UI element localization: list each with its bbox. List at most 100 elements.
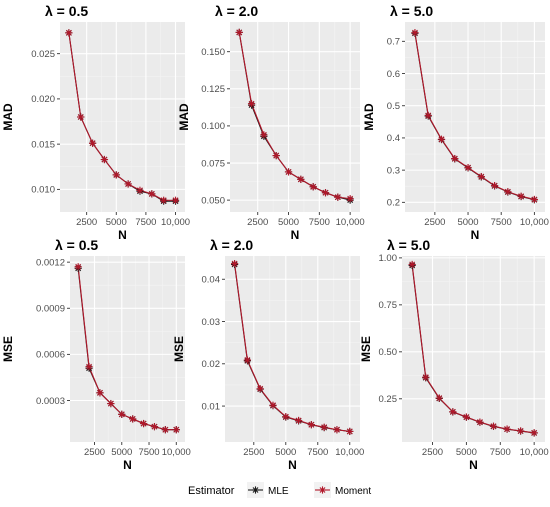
point-moment-d2 [101,156,108,163]
point-moment [333,426,341,434]
point-moment-d2 [518,193,525,200]
chart-panel-1: 2500 5000 7500 10,000 0.010 0.015 0.020 0.025 λ … [1,3,190,242]
point-moment [321,189,330,197]
x-tick-label: 10,000 [336,217,365,228]
x-tick-label: 7500 [135,217,156,228]
chart-title: λ = 2.0 [215,3,258,19]
point-moment-d2 [248,100,255,107]
point-moment [517,427,525,435]
point-moment [230,260,239,268]
point-moment [107,399,115,408]
point-moment-d2 [504,426,510,432]
point-moment [437,135,446,143]
x-tick-label: 2500 [84,447,105,458]
panel-background [70,256,185,442]
point-moment [112,171,120,179]
x-axis-label: N [288,458,297,472]
point-moment [530,195,538,204]
x-axis-label: N [123,458,132,472]
legend-key-point-d2 [319,487,326,493]
point-moment-d2 [257,385,264,392]
point-moment [74,263,82,271]
point-moment-d2 [297,176,304,183]
series-line-moment [77,266,177,431]
point-moment-d2 [151,423,158,430]
point-moment-d2 [412,29,418,36]
point-moment [256,385,264,393]
x-tick-label: 2500 [247,217,268,228]
y-tick-label: 0.100 [201,121,225,132]
y-tick-label: 0.0006 [36,350,65,361]
point-moment [346,195,354,203]
point-moment [100,155,109,164]
y-tick-label: 0.03 [202,317,221,328]
point-moment [96,389,104,397]
point-moment [477,172,485,181]
point-moment-d2 [65,29,72,36]
point-moment [247,100,256,108]
point-moment [435,394,443,402]
x-tick-label: 7500 [491,217,512,228]
legend-key-point [318,486,327,494]
chart-panel-2: 2500 5000 7500 10,000 0.050 0.075 0.100 0.125 0.… [177,3,365,242]
point-moment [320,423,328,431]
point-moment-d2 [438,136,445,143]
y-tick-label: 0.020 [31,94,55,105]
point-moment [77,113,85,121]
point-moment-d2 [449,408,456,415]
chart-title: λ = 2.0 [210,237,253,253]
point-moment-d2 [86,363,93,370]
series-line-moment [234,263,350,432]
point-moment-d2 [347,195,354,202]
point-moment [284,168,293,176]
point-moment-d2 [273,152,280,159]
point-moment-d2 [173,426,180,433]
point-moment [424,111,432,119]
point-moment [504,188,512,196]
point-moment [422,373,430,381]
panel-background [402,256,545,442]
x-axis-label: N [291,228,300,242]
point-moment-d2 [491,182,498,189]
x-tick-label: 2500 [424,217,445,228]
point-moment-d2 [282,413,289,420]
y-tick-label: 0.050 [201,195,225,206]
x-tick-label: 2500 [243,447,264,458]
point-moment-d2 [75,263,82,270]
series-line-moment [68,32,176,201]
point-moment-d2 [285,168,292,175]
point-moment [530,429,538,437]
point-moment-d2 [504,188,511,195]
point-moment-d2 [409,261,416,268]
x-tick-label: 5000 [111,447,132,458]
point-moment [129,415,137,423]
x-tick-label: 10,000 [520,447,549,458]
y-tick-label: 0.0009 [36,304,65,315]
y-axis-label: MAD [177,103,191,131]
point-moment-d2 [531,429,538,436]
y-tick-label: 0.075 [201,158,225,169]
x-tick-label: 7500 [490,447,511,458]
point-moment-d2 [107,400,114,407]
x-tick-label: 5000 [106,217,127,228]
point-moment-d2 [260,131,267,138]
point-moment-d2 [477,419,483,426]
chart-title: λ = 5.0 [387,237,430,253]
point-moment [139,419,148,428]
chart-panel-6: 2500 5000 7500 10,000 0.25 0.50 0.75 1.00λ = 5.… [359,237,549,472]
series-line-moment [411,264,535,434]
point-moment [517,192,525,200]
point-moment-d2 [451,155,458,162]
y-axis-label: MAD [362,103,376,131]
x-tick-label: 5000 [278,217,299,228]
x-tick-label: 7500 [138,447,159,458]
point-moment [346,427,354,436]
point-moment [503,425,511,433]
y-tick-label: 0.02 [202,359,221,370]
point-moment-d2 [436,395,443,401]
point-moment [150,423,159,431]
point-moment-d2 [162,426,169,433]
point-moment [148,190,156,198]
point-moment-d2 [97,389,103,396]
